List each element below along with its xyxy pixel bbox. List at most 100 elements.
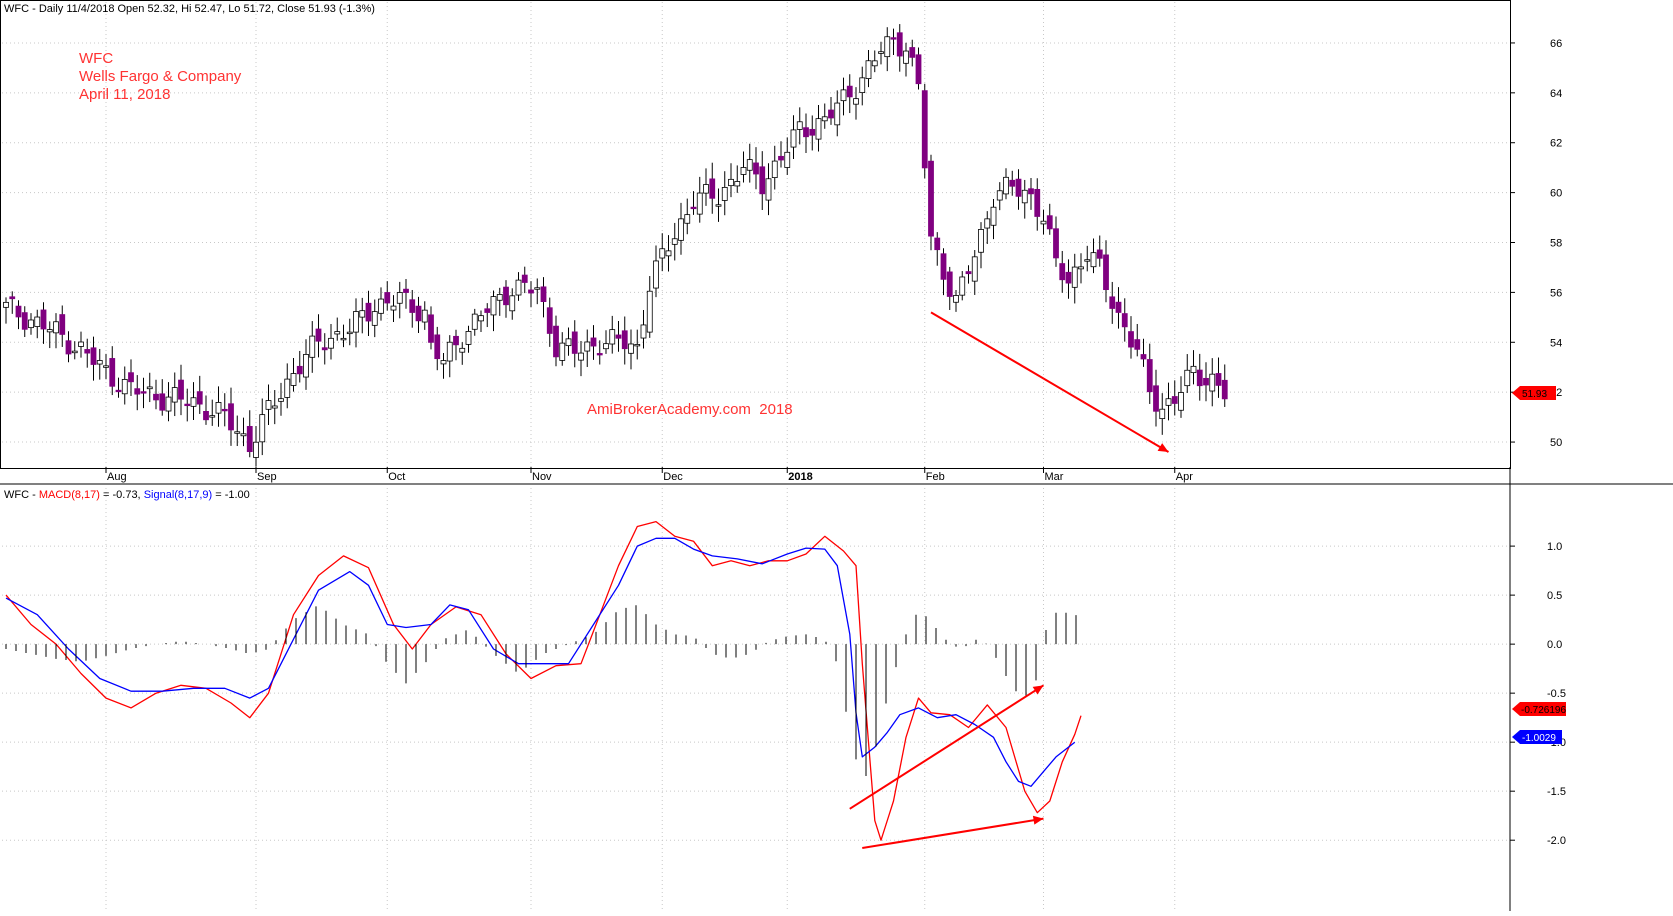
candle-down (934, 237, 941, 251)
candle-down (453, 335, 459, 346)
price-trend-arrow (930, 311, 1170, 453)
candle-down (553, 325, 559, 358)
candle-up (903, 50, 909, 64)
candle-down (1034, 188, 1041, 217)
candle-up (1071, 266, 1078, 288)
macd-header-prefix: WFC - (4, 489, 39, 501)
candle-down (365, 302, 372, 322)
candle-down (21, 312, 28, 330)
candle-down (753, 162, 759, 175)
candle-down (221, 408, 228, 412)
candle-up (478, 315, 484, 322)
macd-value: = -0.73, (100, 489, 144, 501)
macd-divergence-arrow (849, 684, 1045, 810)
candle-up (1021, 189, 1028, 204)
candle-up (634, 344, 641, 347)
price-tick-label: 50 (1550, 437, 1562, 449)
candle-down (115, 389, 122, 393)
x-tick-label: Nov (532, 471, 552, 483)
candle-up (253, 441, 259, 458)
date-x-axis: Aug Sep Oct Nov Dec 2018 Feb Mar Apr (105, 467, 1193, 483)
candle-down (521, 274, 528, 283)
candle-up (396, 292, 403, 304)
candle-down (415, 305, 422, 322)
candle-up (515, 279, 522, 296)
candle-up (359, 310, 366, 318)
candle-up (853, 98, 859, 105)
candle-down (1053, 228, 1059, 259)
candle-up (771, 160, 778, 179)
candle-up (290, 373, 297, 386)
candle-down (846, 85, 853, 98)
price-tick-label: 60 (1550, 188, 1562, 200)
candle-up (171, 387, 178, 403)
candle-down (1059, 263, 1066, 281)
annotation-company: Wells Fargo & Company (79, 68, 242, 85)
candle-up (334, 331, 341, 335)
candle-down (909, 47, 916, 58)
candle-down (1221, 379, 1228, 400)
candle-down (90, 347, 97, 365)
annotation-date: April 11, 2018 (79, 86, 170, 103)
candle-down (778, 155, 784, 161)
candle-down (940, 253, 947, 280)
candle-up (728, 178, 734, 187)
macd-header: WFC - MACD(8,17) = -0.73, Signal(8,17,9)… (4, 489, 250, 501)
candle-up (1003, 176, 1009, 195)
macd-divergence-arrow-head (1032, 815, 1044, 825)
candle-up (678, 218, 684, 241)
candle-down (528, 289, 534, 294)
last-price-badge: 51.93 (1512, 386, 1556, 400)
candle-down (1128, 331, 1134, 348)
candle-up (715, 204, 722, 207)
watermark-text: AmiBrokerAcademy.com 2018 (587, 401, 793, 418)
candle-up (103, 365, 109, 368)
signal-line (5, 537, 1076, 787)
candle-up (1159, 408, 1166, 420)
candle-up (840, 89, 847, 102)
candle-up (265, 400, 272, 410)
x-tick-label: Dec (663, 471, 683, 483)
candle-up (278, 398, 284, 402)
candle-down (203, 411, 209, 421)
candle-up (959, 276, 966, 296)
candle-up (984, 218, 991, 229)
candle-up (303, 354, 309, 378)
candle-up (878, 51, 884, 54)
candle-up (459, 347, 466, 353)
x-tick-label: Oct (388, 471, 405, 483)
price-tick-label: 62 (1550, 138, 1562, 150)
candle-up (1165, 398, 1172, 406)
candle-down (1028, 188, 1034, 195)
candle-down (571, 331, 578, 354)
candle-up (215, 402, 222, 414)
candle-up (609, 329, 616, 345)
candle-down (890, 37, 897, 40)
candle-up (665, 250, 672, 257)
candle-up (421, 309, 428, 323)
candle-up (146, 386, 153, 390)
candle-up (746, 159, 753, 171)
macd-badge-label: -0.726196 (1521, 705, 1566, 716)
candle-up (765, 178, 772, 201)
candle-up (953, 295, 959, 303)
candle-down (196, 391, 203, 405)
last-price-label: 51.93 (1522, 389, 1547, 400)
candle-up (1184, 369, 1191, 387)
candle-up (96, 360, 103, 365)
macd-tick-label: -0.5 (1547, 688, 1566, 700)
candle-up (578, 352, 584, 361)
candle-down (503, 286, 509, 306)
candle-down (896, 32, 903, 57)
price-tick-label: 64 (1550, 88, 1562, 100)
candle-down (1153, 385, 1159, 412)
macd-divergence-arrow (862, 817, 1044, 850)
candle-down (321, 347, 328, 351)
candle-up (884, 36, 891, 58)
candle-up (796, 121, 803, 130)
candle-up (353, 311, 359, 333)
price-tick-label: 58 (1550, 238, 1562, 250)
price-trend-arrow-head (1157, 443, 1169, 453)
candle-up (3, 301, 9, 308)
